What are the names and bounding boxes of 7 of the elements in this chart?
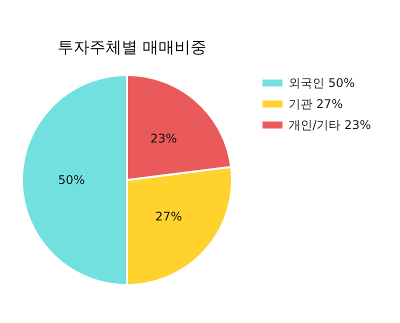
data-label: 50% bbox=[58, 173, 85, 187]
chart-title: 투자주체별 매매비중 bbox=[57, 38, 207, 56]
legend-label: 개인/기타 23% bbox=[288, 118, 371, 132]
data-label: 23% bbox=[150, 131, 178, 146]
legend-label: 기관 27% bbox=[288, 97, 343, 111]
data-label: 27% bbox=[155, 210, 182, 224]
legend-label: 외국인 50% bbox=[288, 76, 355, 90]
